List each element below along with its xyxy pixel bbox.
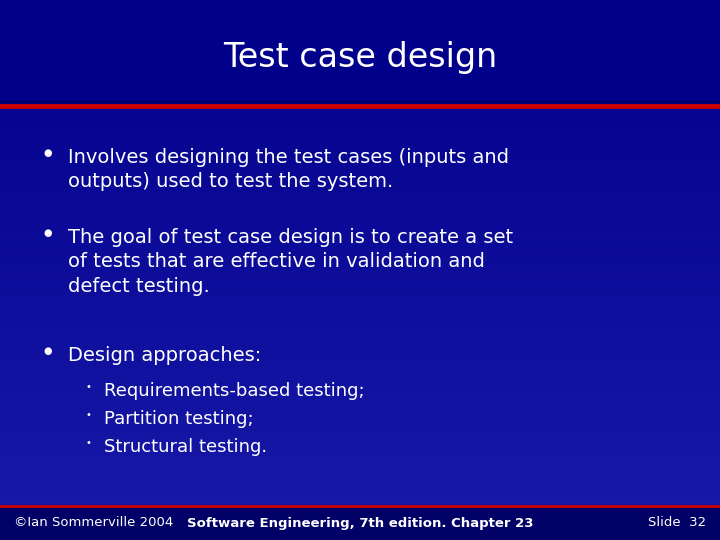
Text: ©Ian Sommerville 2004: ©Ian Sommerville 2004 [14, 516, 174, 530]
Text: ●: ● [44, 346, 53, 356]
Text: Structural testing.: Structural testing. [104, 438, 267, 456]
Text: Software Engineering, 7th edition. Chapter 23: Software Engineering, 7th edition. Chapt… [186, 516, 534, 530]
Text: Design approaches:: Design approaches: [68, 346, 261, 365]
Text: Partition testing;: Partition testing; [104, 410, 253, 428]
Text: Requirements-based testing;: Requirements-based testing; [104, 382, 364, 400]
Text: •: • [85, 438, 91, 448]
Bar [0, 506, 720, 540]
Text: ●: ● [44, 148, 53, 158]
Text: •: • [85, 382, 91, 392]
Bar [0, 0, 720, 108]
Text: •: • [85, 410, 91, 420]
Text: ●: ● [44, 228, 53, 238]
Text: The goal of test case design is to create a set
of tests that are effective in v: The goal of test case design is to creat… [68, 228, 513, 295]
Text: Involves designing the test cases (inputs and
outputs) used to test the system.: Involves designing the test cases (input… [68, 148, 509, 191]
Text: Test case design: Test case design [223, 42, 497, 75]
Text: Slide  32: Slide 32 [648, 516, 706, 530]
